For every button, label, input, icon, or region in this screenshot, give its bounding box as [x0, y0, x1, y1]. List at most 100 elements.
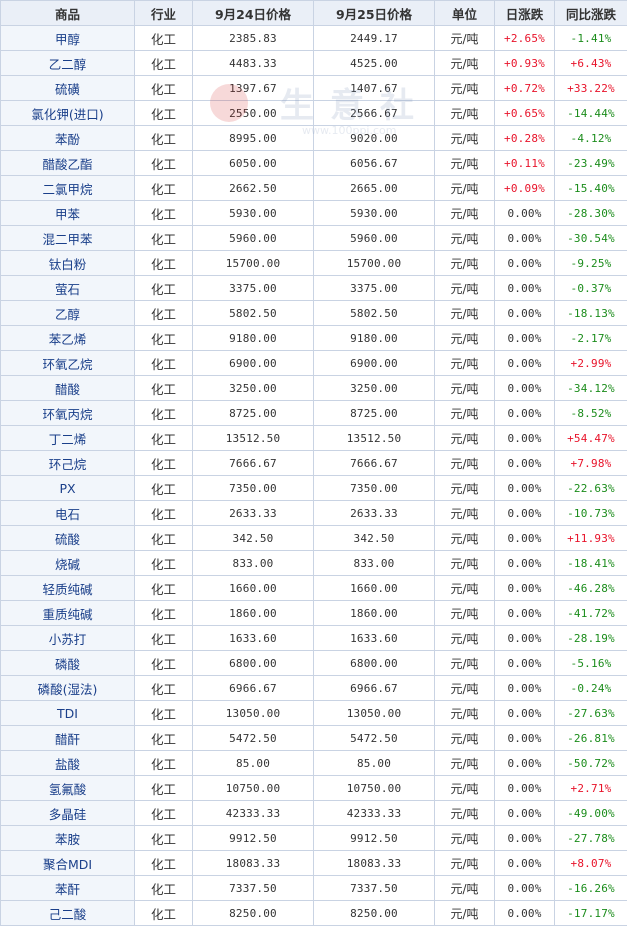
industry-cell: 化工 [134, 900, 193, 926]
commodity-name[interactable]: 小苏打 [0, 625, 135, 651]
commodity-name[interactable]: 聚合MDI [0, 850, 135, 876]
commodity-name[interactable]: 混二甲苯 [0, 225, 135, 251]
daily-change-cell: 0.00% [494, 575, 555, 601]
price-sep25-cell: 9020.00 [313, 125, 435, 151]
unit-cell: 元/吨 [434, 125, 495, 151]
header-price-sep25[interactable]: 9月25日价格 [313, 0, 435, 26]
price-sep24-cell: 3250.00 [192, 375, 314, 401]
price-sep25-cell: 9912.50 [313, 825, 435, 851]
yoy-change-cell: +33.22% [554, 75, 627, 101]
commodity-name[interactable]: 重质纯碱 [0, 600, 135, 626]
price-sep24-cell: 7666.67 [192, 450, 314, 476]
price-sep25-cell: 1660.00 [313, 575, 435, 601]
price-sep24-cell: 5960.00 [192, 225, 314, 251]
commodity-name[interactable]: 己二酸 [0, 900, 135, 926]
daily-change-cell: 0.00% [494, 725, 555, 751]
table-row: 小苏打 化工 1633.60 1633.60 元/吨 0.00% -28.19% [0, 625, 627, 651]
commodity-name[interactable]: 硫酸 [0, 525, 135, 551]
header-industry[interactable]: 行业 [134, 0, 193, 26]
commodity-name[interactable]: TDI [0, 700, 135, 726]
commodity-name[interactable]: 环氧丙烷 [0, 400, 135, 426]
commodity-name[interactable]: 氯化钾(进口) [0, 100, 135, 126]
commodity-name[interactable]: 丁二烯 [0, 425, 135, 451]
industry-cell: 化工 [134, 300, 193, 326]
yoy-change-cell: -41.72% [554, 600, 627, 626]
commodity-name[interactable]: 磷酸(湿法) [0, 675, 135, 701]
unit-cell: 元/吨 [434, 825, 495, 851]
commodity-name[interactable]: 二氯甲烷 [0, 175, 135, 201]
commodity-name[interactable]: 醋酐 [0, 725, 135, 751]
price-sep24-cell: 5472.50 [192, 725, 314, 751]
commodity-name[interactable]: 苯乙烯 [0, 325, 135, 351]
daily-change-cell: 0.00% [494, 675, 555, 701]
daily-change-cell: +0.11% [494, 150, 555, 176]
yoy-change-cell: +2.99% [554, 350, 627, 376]
header-unit[interactable]: 单位 [434, 0, 495, 26]
unit-cell: 元/吨 [434, 300, 495, 326]
industry-cell: 化工 [134, 600, 193, 626]
commodity-name[interactable]: 环己烷 [0, 450, 135, 476]
commodity-name[interactable]: 苯胺 [0, 825, 135, 851]
commodity-name[interactable]: 烧碱 [0, 550, 135, 576]
industry-cell: 化工 [134, 550, 193, 576]
table-row: 聚合MDI 化工 18083.33 18083.33 元/吨 0.00% +8.07% [0, 850, 627, 876]
price-sep25-cell: 4525.00 [313, 50, 435, 76]
price-sep24-cell: 6966.67 [192, 675, 314, 701]
yoy-change-cell: -1.41% [554, 25, 627, 51]
commodity-name[interactable]: 硫磺 [0, 75, 135, 101]
daily-change-cell: 0.00% [494, 200, 555, 226]
industry-cell: 化工 [134, 875, 193, 901]
daily-change-cell: 0.00% [494, 400, 555, 426]
daily-change-cell: 0.00% [494, 900, 555, 926]
unit-cell: 元/吨 [434, 250, 495, 276]
commodity-name[interactable]: 电石 [0, 500, 135, 526]
commodity-name[interactable]: 萤石 [0, 275, 135, 301]
unit-cell: 元/吨 [434, 400, 495, 426]
commodity-name[interactable]: 磷酸 [0, 650, 135, 676]
table-row: 醋酸乙酯 化工 6050.00 6056.67 元/吨 +0.11% -23.49% [0, 150, 627, 176]
commodity-name[interactable]: PX [0, 475, 135, 501]
commodity-name[interactable]: 苯酐 [0, 875, 135, 901]
table-row: 乙醇 化工 5802.50 5802.50 元/吨 0.00% -18.13% [0, 300, 627, 326]
commodity-name[interactable]: 多晶硅 [0, 800, 135, 826]
commodity-name[interactable]: 甲苯 [0, 200, 135, 226]
unit-cell: 元/吨 [434, 625, 495, 651]
header-commodity[interactable]: 商品 [0, 0, 135, 26]
commodity-name[interactable]: 轻质纯碱 [0, 575, 135, 601]
daily-change-cell: 0.00% [494, 750, 555, 776]
yoy-change-cell: -0.37% [554, 275, 627, 301]
yoy-change-cell: -0.24% [554, 675, 627, 701]
table-row: 轻质纯碱 化工 1660.00 1660.00 元/吨 0.00% -46.28% [0, 575, 627, 601]
commodity-name[interactable]: 甲醇 [0, 25, 135, 51]
commodity-name[interactable]: 氢氟酸 [0, 775, 135, 801]
commodity-name[interactable]: 盐酸 [0, 750, 135, 776]
table-row: 二氯甲烷 化工 2662.50 2665.00 元/吨 +0.09% -15.40% [0, 175, 627, 201]
header-yoy-change[interactable]: 同比涨跌 [554, 0, 627, 26]
header-daily-change[interactable]: 日涨跌 [494, 0, 555, 26]
commodity-name[interactable]: 苯酚 [0, 125, 135, 151]
price-sep25-cell: 5960.00 [313, 225, 435, 251]
unit-cell: 元/吨 [434, 150, 495, 176]
commodity-name[interactable]: 醋酸 [0, 375, 135, 401]
commodity-name[interactable]: 钛白粉 [0, 250, 135, 276]
table-row: 盐酸 化工 85.00 85.00 元/吨 0.00% -50.72% [0, 750, 627, 776]
price-sep24-cell: 6900.00 [192, 350, 314, 376]
unit-cell: 元/吨 [434, 475, 495, 501]
industry-cell: 化工 [134, 575, 193, 601]
daily-change-cell: 0.00% [494, 250, 555, 276]
commodity-name[interactable]: 环氧乙烷 [0, 350, 135, 376]
commodity-name[interactable]: 乙醇 [0, 300, 135, 326]
price-sep25-cell: 6800.00 [313, 650, 435, 676]
commodity-name[interactable]: 乙二醇 [0, 50, 135, 76]
table-row: 醋酐 化工 5472.50 5472.50 元/吨 0.00% -26.81% [0, 725, 627, 751]
unit-cell: 元/吨 [434, 550, 495, 576]
unit-cell: 元/吨 [434, 800, 495, 826]
table-row: 醋酸 化工 3250.00 3250.00 元/吨 0.00% -34.12% [0, 375, 627, 401]
commodity-name[interactable]: 醋酸乙酯 [0, 150, 135, 176]
header-price-sep24[interactable]: 9月24日价格 [192, 0, 314, 26]
price-sep24-cell: 9912.50 [192, 825, 314, 851]
table-body: 甲醇 化工 2385.83 2449.17 元/吨 +2.65% -1.41% 乙二醇 化工 44… [0, 25, 627, 926]
table-row: 萤石 化工 3375.00 3375.00 元/吨 0.00% -0.37% [0, 275, 627, 301]
price-sep25-cell: 10750.00 [313, 775, 435, 801]
price-sep24-cell: 6050.00 [192, 150, 314, 176]
